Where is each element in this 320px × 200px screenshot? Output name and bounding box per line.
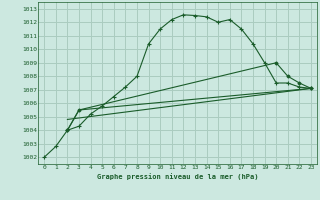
X-axis label: Graphe pression niveau de la mer (hPa): Graphe pression niveau de la mer (hPa): [97, 173, 258, 180]
